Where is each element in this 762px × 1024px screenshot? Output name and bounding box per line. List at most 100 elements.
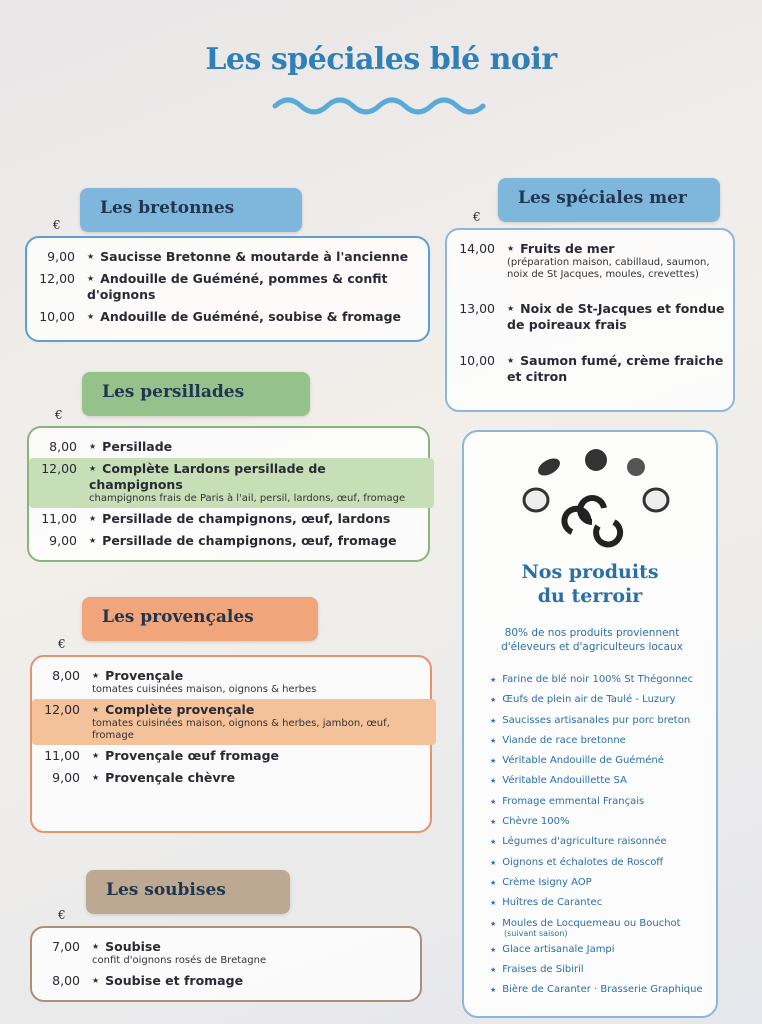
section-title: Les spéciales mer	[498, 178, 720, 222]
item-description: (préparation maison, cabillaud, saumon, …	[507, 257, 710, 280]
item-name: Provençale œuf fromage	[105, 748, 280, 763]
item-body: Fruits de mer(préparation maison, cabill…	[507, 241, 725, 281]
terroir-item-text: Moules de Locquemeau ou Bouchot	[502, 917, 681, 929]
terroir-item-text: Véritable Andouillette SA	[502, 775, 627, 787]
terroir-item-text: Chèvre 100%	[502, 816, 570, 828]
menu-item: 11,00 Provençale œuf fromage	[32, 745, 422, 767]
terroir-item-text: Huîtres de Carantec	[502, 897, 603, 909]
section-box: 8,00 Persillade 12,00 Complète Lardons pers…	[27, 426, 434, 562]
terroir-item-text: Viande de race bretonne	[502, 734, 626, 746]
terroir-item: Fromage emmental Français	[490, 792, 710, 812]
item-name: Persillade de champignons, œuf, fromage	[102, 533, 397, 548]
terroir-item-text: Saucisses artisanales pur porc breton	[502, 714, 691, 726]
price: 7,00	[52, 939, 80, 954]
terroir-item-text: Crème Isigny AOP	[502, 876, 592, 888]
item-body: Andouille de Guéméné, soubise & fromage	[87, 309, 420, 325]
terroir-item: Huîtres de Carantec	[490, 893, 710, 913]
menu-title: Les spéciales blé noir	[205, 42, 557, 77]
item-body: Provençale chèvre	[92, 770, 422, 786]
item-body: Noix de St-Jacques et fondue de poireaux…	[507, 301, 725, 333]
terroir-list: Farine de blé noir 100% St Thégonnec Œufs…	[490, 670, 710, 1001]
section-box: 9,00 Saucisse Bretonne & moutarde à l'anc…	[25, 236, 430, 342]
terroir-item: Crème Isigny AOP	[490, 873, 710, 893]
terroir-item-text: Glace artisanale Jampi	[502, 943, 615, 955]
item-body: Provençale œuf fromage	[92, 748, 422, 764]
terroir-item-text: Œufs de plein air de Taulé - Luzury	[502, 694, 676, 706]
item-body: Persillade	[89, 439, 420, 455]
currency: €	[55, 408, 63, 422]
terroir-item: Véritable Andouille de Guéméné	[490, 751, 710, 771]
wave-decoration	[272, 97, 486, 115]
price: 12,00	[39, 271, 75, 286]
item-description: tomates cuisinées maison, oignons & herb…	[92, 684, 317, 695]
menu-item: 9,00 Persillade de champignons, œuf, from…	[29, 530, 420, 552]
item-name: Persillade	[102, 439, 173, 454]
currency: €	[473, 210, 481, 224]
currency: €	[58, 908, 66, 922]
terroir-item: Chèvre 100%	[490, 812, 710, 832]
section-title: Les bretonnes	[80, 188, 302, 232]
menu-item: 8,00 Soubise et fromage	[32, 970, 412, 992]
section-title: Les soubises	[86, 870, 290, 914]
item-name: Noix de St-Jacques et fondue de poireaux…	[507, 301, 725, 332]
item-name: Soubise	[105, 939, 161, 954]
item-description: confit d'oignons rosés de Bretagne	[92, 955, 267, 966]
menu-item: 11,00 Persillade de champignons, œuf, lar…	[29, 508, 420, 530]
price: 8,00	[52, 668, 80, 683]
item-body: Soubise et fromage	[92, 973, 412, 989]
section-title: Les persillades	[82, 372, 310, 416]
price: 11,00	[41, 511, 77, 526]
menu-item: 10,00 Andouille de Guéméné, soubise & fro…	[27, 306, 420, 328]
currency: €	[53, 218, 61, 232]
item-description: tomates cuisinées maison, oignons & herb…	[92, 718, 390, 741]
menu-item: 10,00 Saumon fumé, crème fraiche et citro…	[447, 350, 725, 388]
terroir-item: Glace artisanale Jampi	[490, 940, 710, 960]
terroir-title: Nos produits du terroir	[521, 561, 659, 607]
section-title: Les provençales	[82, 597, 318, 641]
item-name: Andouille de Guéméné, pommes & confit d'…	[87, 271, 388, 302]
terroir-item-text: Oignons et échalotes de Roscoff	[502, 856, 664, 868]
currency: €	[58, 637, 66, 651]
item-body: Complète Lardons persillade de champigno…	[89, 461, 420, 505]
terroir-item: Viande de race bretonne	[490, 731, 710, 751]
price: 8,00	[52, 973, 80, 988]
item-body: Saucisse Bretonne & moutarde à l'ancienn…	[87, 249, 420, 265]
item-name: Complète Lardons persillade de champigno…	[89, 461, 326, 492]
item-name: Complète provençale	[105, 702, 255, 717]
item-body: Saumon fumé, crème fraiche et citron	[507, 353, 725, 385]
terroir-item: Véritable Andouillette SA	[490, 771, 710, 791]
item-description: champignons frais de Paris à l'ail, pers…	[89, 493, 406, 504]
item-name: Saumon fumé, crème fraiche et citron	[507, 353, 724, 384]
terroir-item-text: Farine de blé noir 100% St Thégonnec	[502, 674, 694, 685]
section-box: 14,00 Fruits de mer(préparation maison, c…	[445, 228, 735, 412]
terroir-item: Bière de Caranter · Brasserie Graphique	[490, 980, 710, 1000]
terroir-item-text: Légumes d'agriculture raisonnée	[502, 836, 667, 848]
terroir-item: Moules de Locquemeau ou Bouchot(suivant …	[490, 914, 710, 938]
menu-item: 13,00 Noix de St-Jacques et fondue de poi…	[447, 298, 725, 336]
item-name: Andouille de Guéméné, soubise & fromage	[100, 309, 402, 324]
menu-item: 12,00 Andouille de Guéméné, pommes & conf…	[27, 268, 420, 306]
menu-item: 9,00 Saucisse Bretonne & moutarde à l'anc…	[27, 246, 420, 268]
item-name: Persillade de champignons, œuf, lardons	[102, 511, 391, 526]
item-body: Persillade de champignons, œuf, fromage	[89, 533, 420, 549]
item-name: Soubise et fromage	[105, 973, 244, 988]
terroir-item-text: Fromage emmental Français	[502, 795, 645, 807]
price: 13,00	[459, 301, 495, 316]
terroir-item: Farine de blé noir 100% St Thégonnec	[490, 670, 710, 690]
terroir-item: Légumes d'agriculture raisonnée	[490, 832, 710, 852]
price: 12,00	[44, 702, 80, 717]
price: 11,00	[44, 748, 80, 763]
item-name: Fruits de mer	[520, 241, 615, 256]
terroir-icons	[522, 449, 670, 548]
price: 10,00	[39, 309, 75, 324]
price: 14,00	[459, 241, 495, 256]
terroir-item: Œufs de plein air de Taulé - Luzury	[490, 690, 710, 710]
terroir-intro: 80% de nos produits proviennent d'éleveu…	[501, 627, 683, 653]
